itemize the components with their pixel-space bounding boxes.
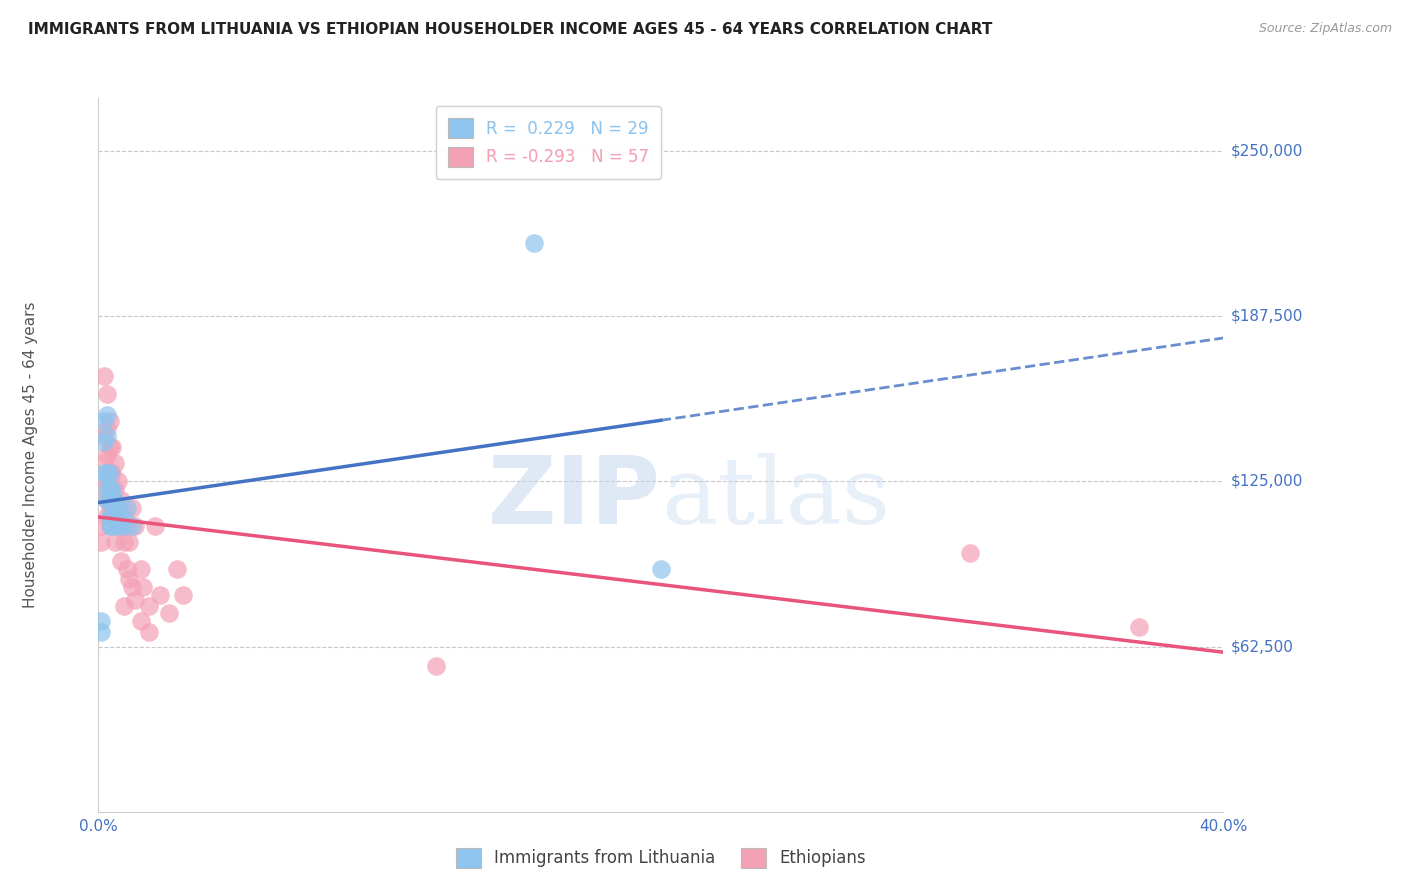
Point	[107, 475, 129, 489]
Point	[138, 599, 160, 613]
Point	[138, 625, 160, 640]
Point	[124, 519, 146, 533]
Point	[104, 492, 127, 507]
Text: $250,000: $250,000	[1230, 144, 1302, 159]
Point	[98, 519, 121, 533]
Point	[129, 561, 152, 575]
Point	[166, 561, 188, 575]
Text: atlas: atlas	[661, 453, 890, 542]
Point	[650, 561, 672, 575]
Point	[115, 561, 138, 575]
Point	[172, 588, 194, 602]
Point	[115, 500, 138, 515]
Point	[93, 456, 115, 470]
Text: Source: ZipAtlas.com: Source: ZipAtlas.com	[1258, 22, 1392, 36]
Point	[104, 508, 127, 523]
Point	[107, 519, 129, 533]
Point	[107, 500, 129, 515]
Point	[96, 475, 118, 489]
Point	[93, 368, 115, 383]
Point	[110, 508, 132, 523]
Point	[98, 508, 121, 523]
Point	[101, 483, 124, 497]
Point	[959, 546, 981, 560]
Point	[98, 413, 121, 427]
Point	[523, 236, 546, 251]
Point	[96, 421, 118, 435]
Point	[121, 500, 143, 515]
Point	[1128, 620, 1150, 634]
Point	[101, 467, 124, 481]
Point	[98, 467, 121, 481]
Point	[110, 554, 132, 568]
Point	[101, 492, 124, 507]
Text: $187,500: $187,500	[1230, 309, 1302, 324]
Point	[96, 429, 118, 443]
Point	[96, 492, 118, 507]
Point	[93, 413, 115, 427]
Point	[104, 508, 127, 523]
Point	[124, 593, 146, 607]
Point	[115, 519, 138, 533]
Legend: Immigrants from Lithuania, Ethiopians: Immigrants from Lithuania, Ethiopians	[450, 841, 872, 875]
Point	[101, 492, 124, 507]
Text: Householder Income Ages 45 - 64 years: Householder Income Ages 45 - 64 years	[24, 301, 38, 608]
Text: IMMIGRANTS FROM LITHUANIA VS ETHIOPIAN HOUSEHOLDER INCOME AGES 45 - 64 YEARS COR: IMMIGRANTS FROM LITHUANIA VS ETHIOPIAN H…	[28, 22, 993, 37]
Legend: R =  0.229   N = 29, R = -0.293   N = 57: R = 0.229 N = 29, R = -0.293 N = 57	[436, 106, 661, 178]
Point	[90, 535, 112, 549]
Point	[98, 519, 121, 533]
Point	[90, 625, 112, 640]
Point	[157, 607, 180, 621]
Text: $125,000: $125,000	[1230, 474, 1302, 489]
Point	[98, 492, 121, 507]
Text: $62,500: $62,500	[1230, 639, 1294, 654]
Point	[96, 483, 118, 497]
Point	[129, 615, 152, 629]
Point	[93, 429, 115, 443]
Point	[112, 519, 135, 533]
Point	[93, 434, 115, 449]
Point	[143, 519, 166, 533]
Point	[112, 535, 135, 549]
Point	[98, 467, 121, 481]
Point	[98, 500, 121, 515]
Point	[96, 508, 118, 523]
Point	[118, 535, 141, 549]
Point	[98, 483, 121, 497]
Point	[90, 519, 112, 533]
Point	[112, 508, 135, 523]
Point	[101, 508, 124, 523]
Point	[96, 467, 118, 481]
Point	[96, 387, 118, 401]
Point	[112, 599, 135, 613]
Point	[121, 580, 143, 594]
Point	[101, 440, 124, 454]
Point	[107, 519, 129, 533]
Text: ZIP: ZIP	[488, 451, 661, 544]
Point	[90, 615, 112, 629]
Point	[101, 508, 124, 523]
Point	[98, 483, 121, 497]
Point	[118, 572, 141, 586]
Point	[110, 492, 132, 507]
Point	[110, 519, 132, 533]
Point	[96, 448, 118, 462]
Point	[98, 440, 121, 454]
Point	[101, 519, 124, 533]
Point	[93, 483, 115, 497]
Point	[425, 659, 447, 673]
Point	[132, 580, 155, 594]
Point	[104, 483, 127, 497]
Point	[96, 409, 118, 423]
Point	[96, 492, 118, 507]
Point	[104, 535, 127, 549]
Point	[149, 588, 172, 602]
Point	[93, 467, 115, 481]
Point	[104, 456, 127, 470]
Point	[121, 519, 143, 533]
Point	[107, 500, 129, 515]
